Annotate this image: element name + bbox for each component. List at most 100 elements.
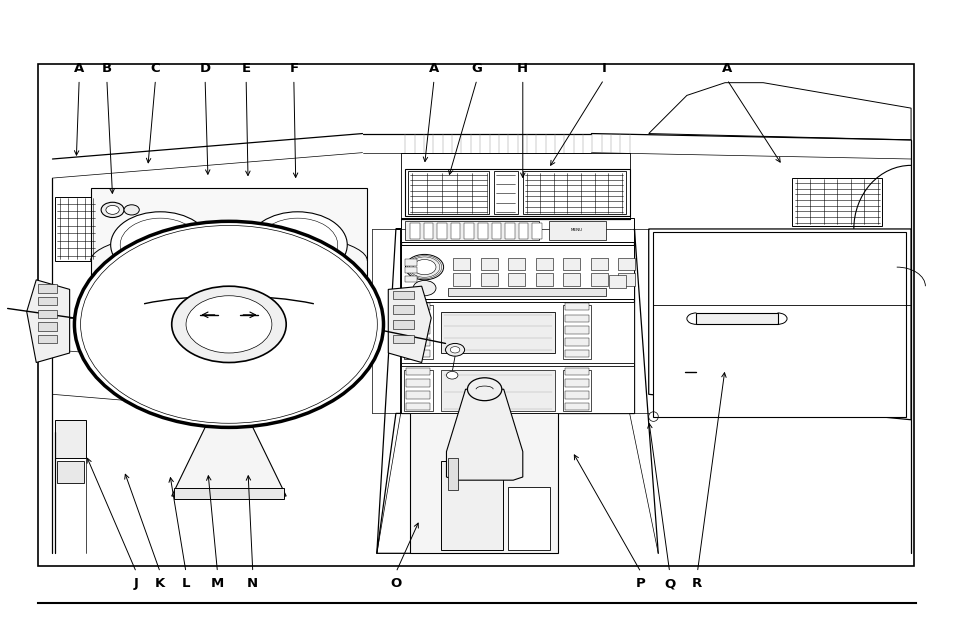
Bar: [548, 221, 605, 240]
Text: M: M: [211, 577, 224, 590]
Bar: [400, 302, 634, 363]
Bar: [590, 258, 607, 270]
Bar: [536, 258, 553, 270]
Bar: [440, 370, 555, 411]
Text: K: K: [155, 577, 165, 590]
Bar: [57, 461, 84, 483]
Polygon shape: [172, 427, 286, 496]
Bar: [393, 291, 414, 299]
Bar: [532, 223, 541, 238]
Bar: [408, 171, 489, 214]
Bar: [405, 276, 416, 282]
Text: P: P: [636, 577, 645, 590]
Bar: [406, 368, 430, 375]
Circle shape: [450, 347, 459, 353]
Bar: [406, 303, 430, 310]
Text: D: D: [199, 62, 211, 75]
Circle shape: [74, 221, 383, 427]
Bar: [406, 315, 430, 322]
Circle shape: [208, 240, 250, 268]
Text: Q: Q: [663, 577, 675, 590]
Bar: [564, 350, 588, 357]
Polygon shape: [648, 229, 910, 420]
Bar: [406, 379, 430, 387]
Text: I: I: [600, 62, 606, 75]
Text: A: A: [721, 62, 731, 75]
Bar: [564, 379, 588, 387]
Bar: [564, 303, 588, 310]
Circle shape: [80, 225, 377, 424]
Bar: [562, 305, 591, 359]
Polygon shape: [648, 83, 910, 140]
Polygon shape: [446, 389, 522, 480]
Bar: [405, 267, 416, 273]
Bar: [393, 335, 414, 343]
Bar: [494, 171, 517, 214]
Polygon shape: [388, 286, 431, 363]
Text: A: A: [429, 62, 438, 75]
Bar: [564, 403, 588, 410]
Bar: [440, 312, 555, 353]
Bar: [464, 223, 474, 238]
Bar: [400, 245, 634, 299]
Bar: [491, 223, 500, 238]
Bar: [564, 338, 588, 346]
Text: L: L: [182, 577, 190, 590]
Text: N: N: [247, 577, 258, 590]
Bar: [536, 273, 553, 286]
Bar: [38, 64, 913, 566]
Text: R: R: [692, 577, 701, 590]
Bar: [653, 232, 905, 417]
Text: H: H: [517, 62, 528, 75]
Bar: [448, 288, 605, 296]
Bar: [38, 310, 57, 318]
Bar: [696, 313, 777, 324]
Bar: [518, 223, 528, 238]
Circle shape: [288, 238, 307, 251]
Text: MENU: MENU: [571, 228, 582, 232]
Bar: [400, 302, 634, 413]
Text: A: A: [74, 62, 84, 75]
Bar: [406, 326, 430, 334]
Bar: [406, 391, 430, 399]
Circle shape: [445, 343, 464, 356]
Bar: [406, 350, 430, 357]
Bar: [406, 338, 430, 346]
Bar: [590, 273, 607, 286]
Bar: [562, 370, 591, 411]
Circle shape: [413, 280, 436, 296]
Circle shape: [467, 378, 501, 401]
Bar: [448, 458, 457, 490]
Polygon shape: [376, 229, 634, 553]
Bar: [405, 259, 416, 266]
Circle shape: [120, 218, 200, 272]
Bar: [400, 218, 634, 242]
Circle shape: [172, 286, 286, 363]
Text: J: J: [133, 577, 139, 590]
Bar: [55, 420, 86, 458]
Bar: [564, 315, 588, 322]
Circle shape: [186, 296, 272, 353]
Bar: [618, 273, 635, 286]
Bar: [440, 461, 502, 550]
Bar: [453, 273, 470, 286]
Bar: [608, 275, 625, 288]
Bar: [436, 223, 446, 238]
Text: C: C: [151, 62, 160, 75]
Bar: [480, 273, 497, 286]
Bar: [400, 229, 634, 413]
Bar: [791, 178, 882, 226]
Text: F: F: [289, 62, 298, 75]
Bar: [38, 335, 57, 343]
Circle shape: [248, 212, 347, 278]
Text: B: B: [102, 62, 112, 75]
Bar: [406, 403, 430, 410]
Bar: [451, 223, 460, 238]
Bar: [507, 487, 550, 550]
Bar: [423, 223, 433, 238]
Bar: [410, 407, 558, 553]
Bar: [393, 321, 414, 329]
Bar: [393, 305, 414, 314]
Circle shape: [413, 259, 436, 275]
Bar: [562, 258, 579, 270]
